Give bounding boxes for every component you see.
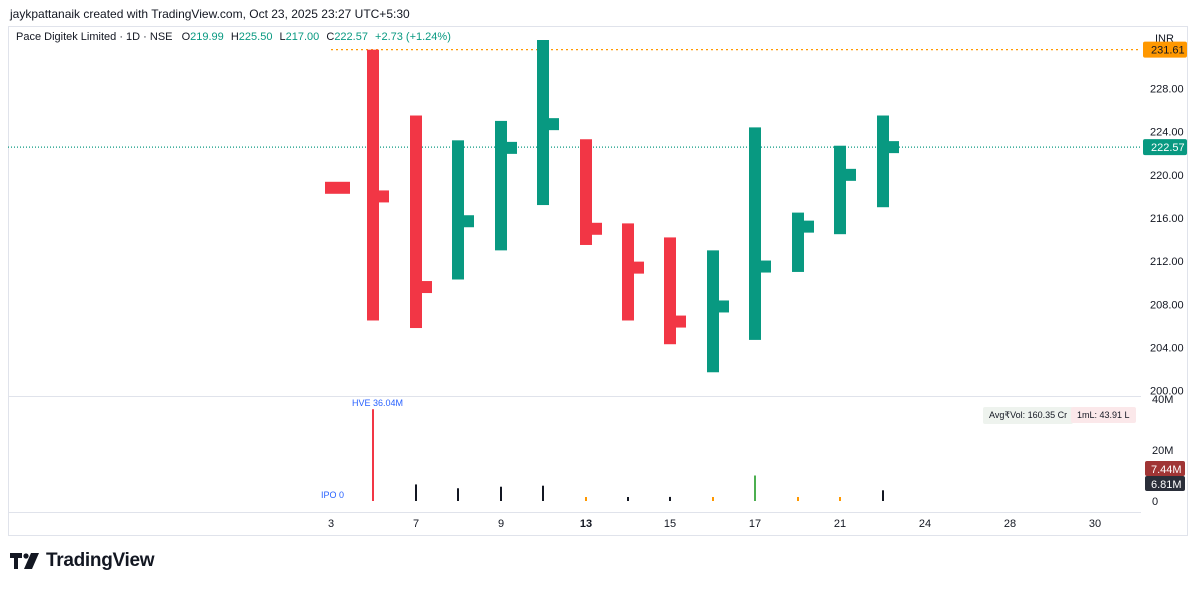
footer-brand: TradingView <box>10 550 155 572</box>
volume-bar <box>415 484 417 501</box>
volume-tick-label: 20M <box>1152 445 1173 457</box>
date-tick-label: 7 <box>413 518 419 530</box>
attribution-text: jaykpattanaik created with TradingView.c… <box>10 7 410 21</box>
volume-bar <box>585 497 587 501</box>
ohlc-bar <box>495 120 507 251</box>
price-tick-label: 204.00 <box>1150 342 1184 354</box>
volume-value-label: 6.81M <box>1151 479 1182 491</box>
price-tick-label: 212.00 <box>1150 256 1184 268</box>
symbol-legend: Pace Digitek Limited · 1D · NSE O219.99 … <box>16 31 451 43</box>
ohlc-bar <box>410 115 422 329</box>
ohlc-bar <box>452 140 464 280</box>
volume-bar <box>754 475 756 501</box>
ohlc-bar <box>792 212 804 272</box>
ohlc-close-tick <box>548 118 559 131</box>
last-price-tag-label: 222.57 <box>1151 142 1185 154</box>
high-price-tag-label: 231.61 <box>1151 45 1185 57</box>
ohlc-bar <box>877 115 889 208</box>
volume-bar <box>457 488 459 501</box>
ohlc-close-tick <box>633 261 644 274</box>
ohlc-bar <box>622 223 634 321</box>
volume-tick-label: 0 <box>1152 496 1158 508</box>
open-label: O <box>181 31 191 43</box>
brand-name: TradingView <box>46 550 155 571</box>
ohlc-close-tick <box>506 141 517 154</box>
price-tick-label: 224.00 <box>1150 127 1184 139</box>
volume-bar <box>839 497 841 501</box>
price-tick-label: 216.00 <box>1150 213 1184 225</box>
ohlc-bar <box>749 127 761 340</box>
low-label: L <box>279 31 286 43</box>
avg-volume-badge: Avg₹Vol: 160.35 Cr <box>983 407 1074 424</box>
date-tick-label: 28 <box>1004 518 1016 530</box>
ohlc-close-tick <box>803 220 814 233</box>
price-tick-label: 208.00 <box>1150 299 1184 311</box>
volume-bar <box>372 409 374 501</box>
ohlc-bar <box>664 237 676 345</box>
volume-value-label: 7.44M <box>1151 464 1182 476</box>
volume-bar <box>882 490 884 501</box>
volume-bar <box>669 496 671 501</box>
ohlc-close-tick <box>760 260 771 273</box>
change-value: +2.73 (+1.24%) <box>375 31 451 43</box>
date-tick-label: 21 <box>834 518 846 530</box>
open-value: 219.99 <box>190 31 224 43</box>
volume-tick-label: 40M <box>1152 394 1173 406</box>
ohlc-close-tick <box>463 215 474 228</box>
date-tick-label: 15 <box>664 518 676 530</box>
ohlc-close-tick <box>421 281 432 294</box>
date-tick-label: 24 <box>919 518 931 530</box>
volume-bar <box>500 486 502 501</box>
close-label: C <box>326 31 335 43</box>
ohlc-close-tick <box>845 168 856 181</box>
date-tick-label: 13 <box>580 518 592 530</box>
volume-bar <box>542 485 544 501</box>
ohlc-bar <box>367 49 379 321</box>
ohlc-bar <box>580 139 592 245</box>
date-tick-label: 30 <box>1089 518 1101 530</box>
ohlc-close-tick <box>378 190 389 203</box>
ohlc-bar <box>325 181 350 194</box>
price-tick-label: 228.00 <box>1150 84 1184 96</box>
last-price-tag <box>1143 139 1187 156</box>
ipo-annotation: IPO 0 <box>321 490 344 500</box>
ohlc-close-tick <box>888 141 899 154</box>
volume-value-tag <box>1145 476 1185 491</box>
ohlc-bar <box>537 40 549 206</box>
hve-annotation: HVE 36.04M <box>352 398 403 408</box>
price-tick-label: 220.00 <box>1150 170 1184 182</box>
ohlc-close-tick <box>591 222 602 235</box>
low-value: 217.00 <box>285 31 320 43</box>
close-value: 222.57 <box>334 31 368 43</box>
symbol-name: Pace Digitek Limited · 1D · NSE <box>16 31 173 43</box>
volume-bar <box>627 497 629 501</box>
price-tick-label: 200.00 <box>1150 386 1184 398</box>
high-value: 225.50 <box>238 31 273 43</box>
one-ml-badge: 1mL: 43.91 L <box>1071 407 1136 423</box>
volume-value-tag <box>1145 461 1185 476</box>
ohlc-bar <box>834 145 846 235</box>
ohlc-close-tick <box>675 315 686 328</box>
tradingview-logo-icon <box>10 553 39 569</box>
chart-panel[interactable] <box>8 26 1188 536</box>
high-label: H <box>230 31 239 43</box>
high-price-tag <box>1143 41 1187 58</box>
date-tick-label: 9 <box>498 518 504 530</box>
ohlc-close-tick <box>718 300 729 313</box>
date-tick-label: 3 <box>328 518 334 530</box>
date-tick-label: 17 <box>749 518 761 530</box>
volume-bar <box>712 497 714 501</box>
volume-bar <box>797 497 799 501</box>
ohlc-bar <box>707 250 719 373</box>
